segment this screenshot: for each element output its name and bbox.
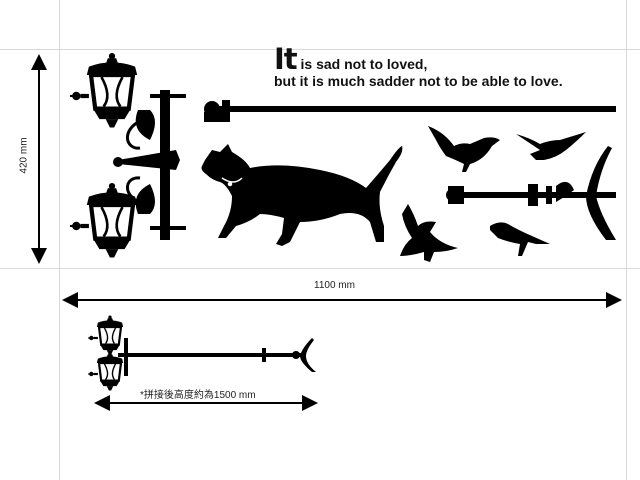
quote-line1: is sad not to loved, <box>296 56 428 72</box>
lamp-pole-icon <box>86 314 316 392</box>
bird-icon <box>428 126 500 172</box>
lamp-icon <box>70 53 186 258</box>
guide-line-bottom <box>0 268 640 269</box>
lamp-pole-icon <box>446 146 616 240</box>
bird-icon <box>400 204 458 262</box>
guide-line-left <box>59 0 60 480</box>
width-dimension-label: 1100 mm <box>314 280 355 291</box>
lamp-pole-icon <box>204 100 616 122</box>
cat-icon <box>201 144 403 246</box>
quote-line2: but it is much sadder not to be able to … <box>274 73 563 89</box>
bird-icon <box>516 132 586 160</box>
bird-icon <box>490 222 550 256</box>
guide-line-right <box>626 0 627 480</box>
quote-initial: It <box>274 42 298 76</box>
guide-line-top <box>0 49 640 50</box>
quote-text: It is sad not to loved, but it is much s… <box>274 45 563 90</box>
